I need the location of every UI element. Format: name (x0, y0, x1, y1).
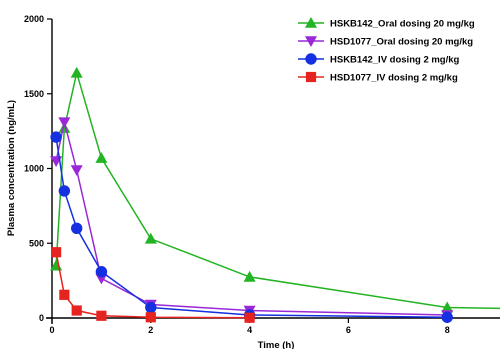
legend-marker (305, 36, 317, 47)
axes: 0 500 1000 1500 2000 0 2 4 6 8 (24, 14, 500, 335)
data-point (144, 232, 157, 244)
data-point (70, 66, 83, 78)
legend-marker (305, 71, 317, 83)
x-tick-label: 4 (247, 325, 252, 335)
legend-entry: HSD1077_IV dosing 2 mg/kg (298, 71, 458, 84)
x-tick-label: 0 (49, 325, 54, 335)
legend-entry: HSD1077_Oral dosing 20 mg/kg (298, 36, 473, 48)
data-point (95, 265, 108, 278)
series-line (55, 136, 448, 319)
series-line (55, 72, 500, 310)
x-axis-title: Time (h) (258, 340, 295, 349)
x-tick-label: 2 (148, 325, 153, 335)
data-point (58, 185, 71, 197)
legend-marker (305, 53, 317, 65)
legend-label: HSKB142_Oral dosing 20 mg/kg (330, 19, 475, 30)
y-tick-label: 1000 (24, 164, 44, 174)
data-point (50, 131, 62, 143)
series-3 (50, 131, 453, 323)
data-point (71, 305, 82, 316)
y-tick-label: 1500 (24, 89, 44, 99)
data-point (71, 222, 83, 234)
y-tick-label: 0 (39, 313, 44, 323)
legend: HSKB142_Oral dosing 20 mg/kg HSD1077_Oral… (298, 17, 475, 84)
legend-label: HSD1077_IV dosing 2 mg/kg (330, 73, 458, 84)
series-layer (50, 66, 500, 323)
data-point (58, 117, 71, 129)
series-line (55, 252, 250, 319)
data-point (244, 312, 255, 323)
data-point (441, 301, 454, 313)
data-point (70, 165, 83, 176)
data-point (243, 270, 256, 282)
data-point (441, 311, 453, 323)
data-point (145, 301, 157, 314)
series-4 (51, 247, 255, 323)
data-point (59, 289, 70, 300)
data-point (145, 312, 156, 323)
data-point (95, 152, 108, 163)
legend-label: HSKB142_IV dosing 2 mg/kg (330, 55, 460, 66)
data-point (96, 310, 107, 321)
y-tick-label: 500 (29, 238, 44, 248)
x-tick-label: 6 (346, 325, 351, 335)
legend-marker (305, 17, 317, 28)
legend-entry: HSKB142_IV dosing 2 mg/kg (298, 53, 460, 66)
y-tick-label: 2000 (24, 14, 44, 24)
data-point (51, 247, 62, 258)
x-tick-label: 8 (445, 325, 450, 335)
series-1 (50, 66, 500, 313)
series-2 (50, 117, 454, 322)
y-axis-title: Plasma concentration (ng/mL) (6, 100, 17, 236)
legend-entry: HSKB142_Oral dosing 20 mg/kg (298, 17, 475, 30)
series-line (55, 121, 448, 316)
legend-label: HSD1077_Oral dosing 20 mg/kg (330, 37, 473, 48)
